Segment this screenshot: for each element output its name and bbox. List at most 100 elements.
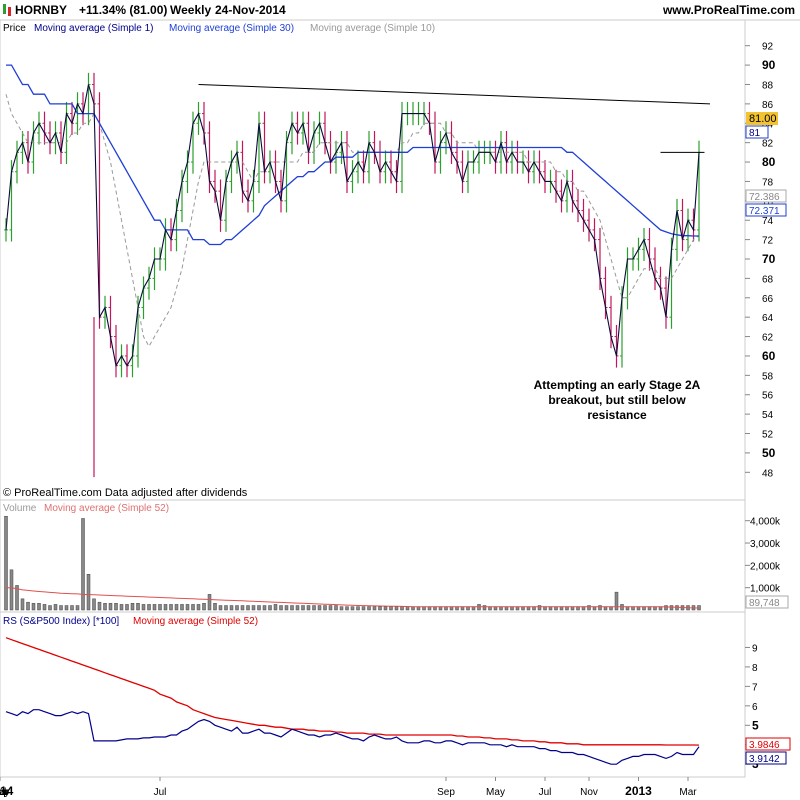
price-legend: Price Moving average (Simple 1) Moving a…: [3, 23, 435, 34]
tag-ma30-box: [745, 203, 787, 217]
site: www.ProRealTime.com: [662, 3, 795, 17]
annotation-line-3: resistance: [587, 408, 647, 422]
price-tags: 81.00 81 72.386 72.371: [745, 112, 787, 217]
price-tick-label: 56: [762, 391, 774, 402]
volume-bar: [240, 605, 245, 611]
volume-bar: [108, 603, 113, 611]
x-tick-label: Nov: [580, 787, 598, 798]
change: +11.34% (81.00): [79, 3, 167, 17]
volume-bar: [389, 606, 393, 611]
rs-ma-tag: 3.9846: [749, 740, 780, 751]
volume-bar: [587, 605, 591, 611]
volume-bar: [537, 605, 542, 611]
price-tick-label: 92: [762, 42, 774, 53]
x-tick-label: 2014: [0, 784, 14, 798]
x-tick-label: Sep: [0, 787, 9, 798]
volume-bar: [664, 605, 668, 611]
volume-bar: [350, 606, 355, 611]
price-tick-label: 50: [762, 446, 776, 460]
volume-tag-text: 89,748: [749, 598, 780, 609]
x-tick-label: May: [486, 787, 505, 798]
copyright: © ProRealTime.com Data adjusted after di…: [3, 487, 248, 499]
volume-bar: [290, 605, 294, 611]
price-tick-label: 74: [762, 216, 774, 227]
volume-bar: [20, 598, 25, 611]
legend-rs-ma52: Moving average (Simple 52): [133, 616, 258, 627]
volume-bar: [614, 591, 619, 611]
volume-bar: [400, 606, 404, 611]
ma1-line: [5, 84, 700, 368]
volume-bar: [224, 605, 228, 611]
volume-bar: [4, 515, 8, 611]
price-tick-label: 58: [762, 371, 774, 382]
price-tick-label: 82: [762, 139, 774, 150]
volume-bar: [130, 603, 135, 611]
volume-bar: [158, 604, 162, 611]
volume-bar: [246, 605, 250, 611]
volume-tick-label: 3,000k: [750, 539, 781, 550]
volume-bar: [103, 603, 107, 611]
legend-ma30: Moving average (Simple 30): [169, 23, 294, 34]
price-tick-label: 78: [762, 177, 774, 188]
volume-bar: [372, 606, 377, 611]
volume-bar: [306, 605, 311, 611]
volume-bar: [339, 606, 344, 611]
x-tick-label: 2013: [625, 784, 652, 798]
rs-tag-box: [745, 751, 787, 765]
candle-icon: [3, 4, 6, 14]
volume-bar: [59, 605, 63, 611]
volume-bar: [284, 605, 289, 611]
price-tick-label: 72: [762, 236, 774, 247]
volume-bar: [213, 603, 217, 611]
volume-bar: [174, 604, 179, 611]
rs-tick-label: 7: [752, 682, 758, 693]
candle-icon-2: [8, 7, 11, 16]
volume-bar: [141, 604, 146, 611]
rs-panel: [0, 611, 746, 778]
rs-line: [5, 709, 700, 765]
volume-bar: [207, 594, 212, 611]
volume-bar: [312, 605, 316, 611]
ma10-line: [5, 94, 700, 348]
volume-bar: [180, 604, 184, 611]
price-tick-label: 60: [762, 349, 776, 363]
volume-bar: [26, 601, 30, 611]
volume-bar: [235, 605, 239, 611]
x-tick-label: Sep: [0, 787, 9, 798]
rs-tick-label: 5: [752, 718, 759, 732]
price-tick-label: 88: [762, 80, 774, 91]
volume-bar: [279, 605, 283, 611]
volume-bar: [295, 605, 300, 611]
volume-bar: [394, 606, 399, 611]
volume-bar: [328, 605, 333, 611]
price-tick-label: 62: [762, 333, 774, 344]
tag-ma30: 72.371: [749, 206, 780, 217]
volume-bar: [125, 604, 129, 611]
volume-bar: [75, 605, 80, 611]
price-tick-label: 70: [762, 252, 776, 266]
rs-ma-tag-box: [745, 737, 791, 751]
volume-bar: [136, 603, 140, 611]
volume-bar: [191, 604, 195, 611]
volume-bar: [620, 604, 624, 611]
volume-bar: [169, 604, 173, 611]
volume-bar: [361, 606, 366, 611]
volume-bar: [48, 605, 52, 611]
annotation: Attempting an early Stage 2A breakout, b…: [534, 378, 701, 422]
price-tick-label: 64: [762, 313, 774, 324]
volume-bar: [257, 605, 261, 611]
volume-bar: [196, 604, 201, 611]
volume-bar: [53, 604, 58, 611]
legend-price: Price: [3, 23, 26, 34]
price-tick-label: 66: [762, 294, 774, 305]
volume-bar: [268, 605, 272, 611]
volume-bar: [185, 604, 190, 611]
annotation-line-1: Attempting an early Stage 2A: [534, 378, 701, 392]
x-tick-label: Sep: [437, 787, 455, 798]
volume-bar: [317, 605, 322, 611]
tag-ma10-box: [745, 189, 787, 203]
date: 24-Nov-2014: [215, 3, 286, 17]
header-bar: HORNBY +11.34% (81.00) Weekly 24-Nov-201…: [0, 0, 800, 20]
volume-bar: [378, 606, 382, 611]
